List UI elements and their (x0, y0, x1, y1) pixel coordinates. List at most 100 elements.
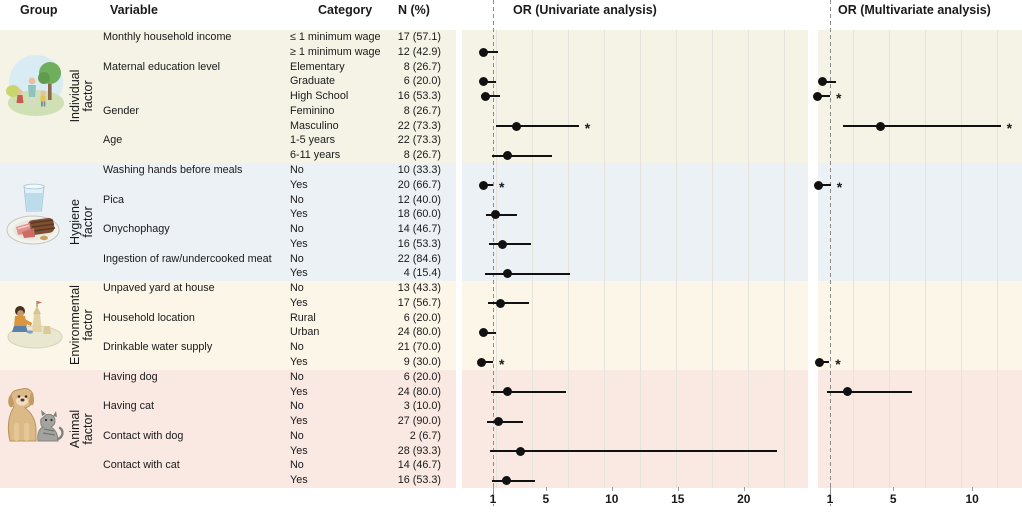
or-point (497, 239, 507, 249)
confidence-interval-line (491, 479, 536, 482)
gridline (496, 30, 497, 488)
category-label: 6-11 years (290, 149, 341, 162)
category-label: No (290, 223, 304, 236)
variable-label: Household location (103, 311, 195, 324)
or-point (815, 357, 825, 367)
or-point (493, 417, 503, 427)
n-percent-value: 16 (53.3) (397, 90, 441, 103)
axis-tick (545, 487, 547, 491)
variable-label: Having dog (103, 370, 158, 383)
category-label: Urban (290, 326, 320, 339)
or-point (501, 476, 511, 486)
n-percent-value: 14 (46.7) (397, 459, 441, 472)
confidence-interval-line (487, 420, 524, 423)
n-percent-value: 13 (43.3) (397, 282, 441, 295)
variable-label: Having cat (103, 400, 155, 413)
n-percent-value: 28 (93.3) (397, 444, 441, 457)
or-point (478, 328, 488, 338)
n-percent-value: 8 (26.7) (403, 60, 441, 73)
confidence-interval-line (485, 213, 517, 216)
n-percent-value: 8 (26.7) (403, 149, 441, 162)
confidence-interval-line (820, 80, 837, 83)
confidence-interval-line (820, 95, 830, 98)
category-label: Yes (290, 296, 308, 309)
group-label-hygiene: Hygiene factor (67, 199, 95, 245)
group-label-animal: Animal factor (67, 409, 95, 448)
confidence-interval-line (491, 154, 553, 157)
variable-label: Contact with cat (103, 459, 180, 472)
group-band-individual (0, 30, 456, 163)
variable-label: Ingestion of raw/undercooked meat (103, 252, 272, 265)
n-percent-value: 6 (20.0) (403, 75, 441, 88)
n-percent-value: 12 (42.9) (397, 45, 441, 58)
n-percent-value: 3 (10.0) (403, 400, 441, 413)
confidence-interval-line (491, 390, 566, 393)
group-band-animal (462, 369, 808, 488)
axis-tick-label: 15 (671, 492, 685, 506)
column-header-category: Category (318, 3, 373, 17)
or-point (503, 269, 513, 279)
or-point (479, 47, 489, 57)
or-point (478, 180, 488, 190)
confidence-interval-line (485, 272, 570, 275)
panel-title-multivariate: OR (Multivariate analysis) (838, 3, 991, 17)
confidence-interval-line (490, 450, 777, 453)
axis-tick (611, 487, 613, 491)
category-label: No (290, 193, 304, 206)
reference-line-or1 (493, 0, 494, 506)
variable-label: Drinkable water supply (103, 341, 213, 354)
gridline (568, 30, 569, 488)
category-label: Yes (290, 356, 308, 369)
gridline (532, 30, 533, 488)
n-percent-value: 24 (80.0) (397, 326, 441, 339)
gridline (961, 30, 962, 488)
category-label: No (290, 163, 304, 176)
variable-label: Pica (103, 193, 125, 206)
variable-label: Onychophagy (103, 223, 170, 236)
variable-label: Contact with dog (103, 429, 184, 442)
family-outdoors-icon (6, 52, 66, 122)
confidence-interval-line (480, 361, 493, 364)
n-percent-value: 22 (73.3) (397, 119, 441, 132)
axis-tick (677, 487, 679, 491)
reference-line-or1 (830, 0, 831, 506)
variable-label: Gender (103, 104, 140, 117)
confidence-interval-line (495, 125, 579, 128)
axis-tick (972, 487, 974, 491)
group-band-animal (0, 369, 456, 488)
axis-tick-label: 5 (889, 492, 897, 506)
n-percent-value: 6 (20.0) (403, 370, 441, 383)
category-label: Yes (290, 178, 308, 191)
significance-asterisk: * (836, 90, 842, 107)
confidence-interval-line (826, 390, 913, 393)
n-percent-value: 18 (60.0) (397, 208, 441, 221)
n-percent-value: 2 (6.7) (409, 429, 441, 442)
n-percent-value: 22 (73.3) (397, 134, 441, 147)
category-label: No (290, 341, 304, 354)
axis-tick (893, 487, 895, 491)
confidence-interval-line (481, 95, 500, 98)
significance-asterisk: * (584, 120, 591, 137)
group-band-hygiene (818, 162, 1022, 282)
or-point (516, 446, 526, 456)
group-band-animal (818, 369, 1022, 488)
variable-label: Maternal education level (103, 60, 221, 73)
or-point (842, 387, 852, 397)
gridline (640, 30, 641, 488)
n-percent-value: 22 (84.6) (397, 252, 441, 265)
group-band-hygiene (462, 162, 808, 282)
confidence-interval-line (480, 331, 497, 334)
confidence-interval-line (820, 184, 831, 187)
n-percent-value: 17 (56.7) (397, 296, 441, 309)
category-label: No (290, 282, 304, 295)
axis-tick (493, 487, 494, 491)
gridline (712, 30, 713, 488)
confidence-interval-line (820, 361, 830, 364)
variable-label: Monthly household income (103, 31, 232, 43)
category-label: ≤ 1 minimum wage (290, 31, 381, 43)
gridline (784, 30, 785, 488)
child-sandcastle-icon (4, 292, 64, 354)
category-label: Yes (290, 415, 308, 428)
confidence-interval-line (842, 125, 1001, 128)
n-percent-value: 12 (40.0) (397, 193, 441, 206)
